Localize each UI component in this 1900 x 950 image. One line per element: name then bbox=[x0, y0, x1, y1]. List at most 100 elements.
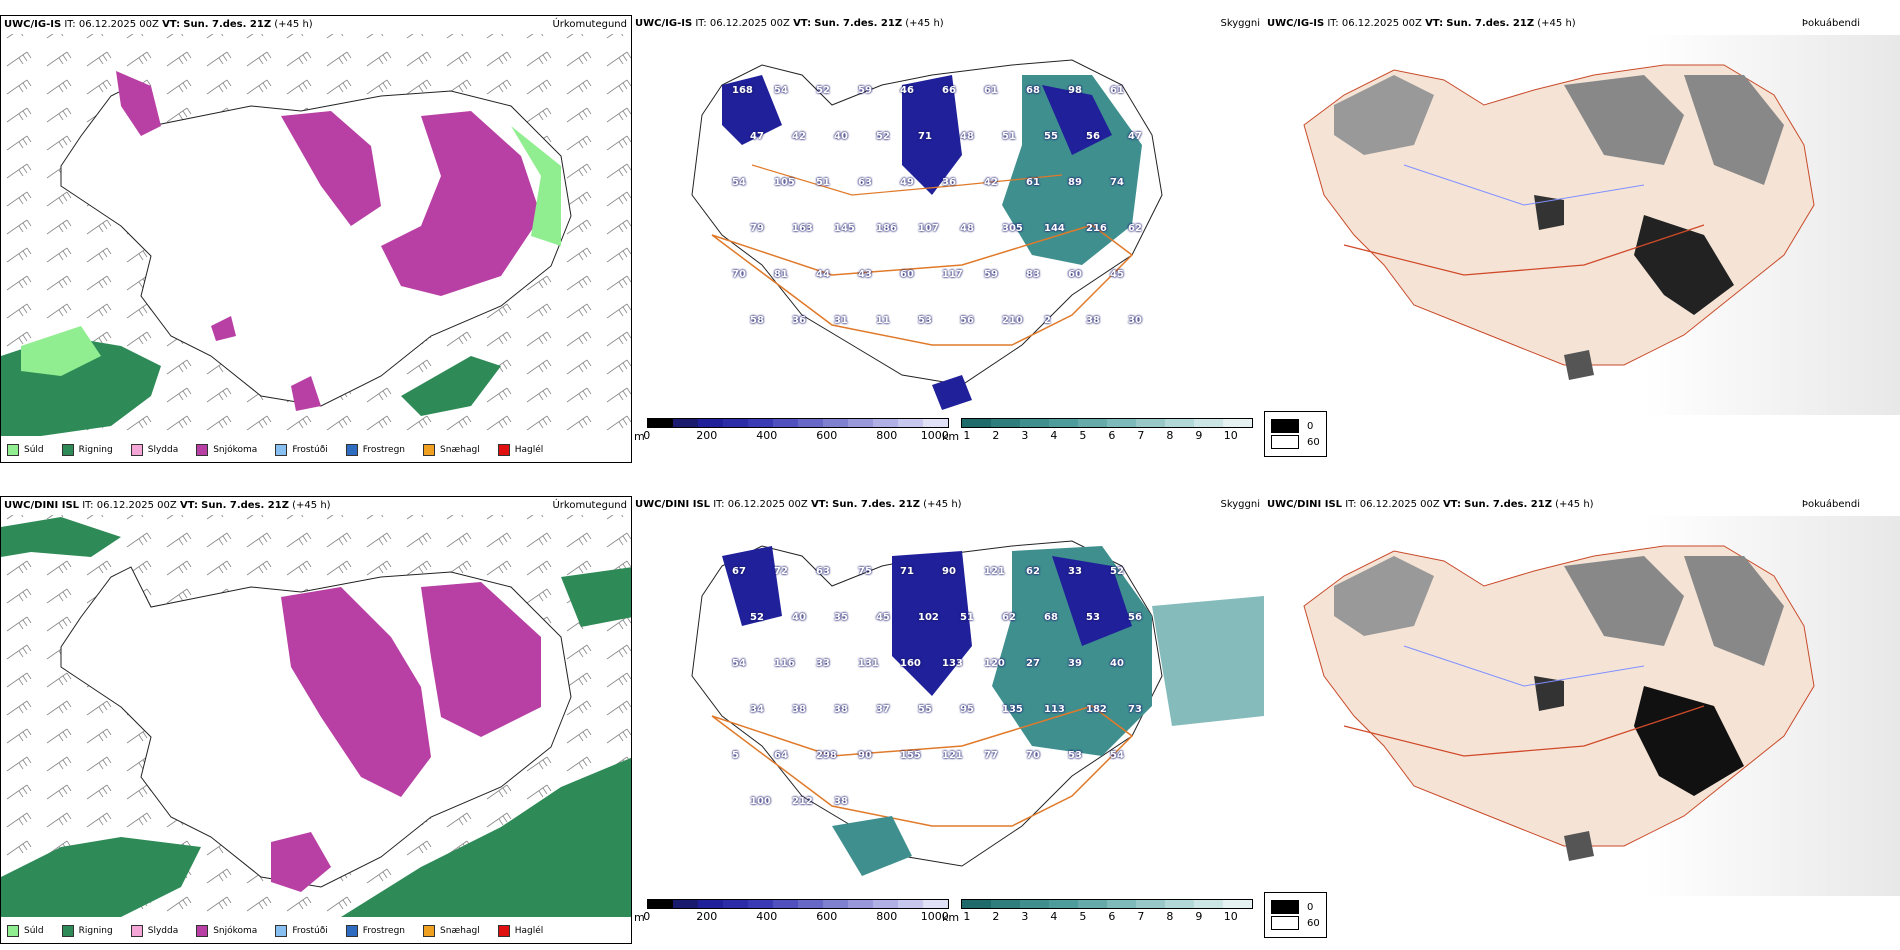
precip-map bbox=[1, 515, 631, 917]
precip-legend: Súld Rigning Slydda Snjókoma Frostúði Fr… bbox=[7, 925, 543, 937]
cbar-km-seg bbox=[1078, 419, 1108, 427]
panel-type: Úrkomutegund bbox=[552, 500, 627, 511]
cbar-km-seg bbox=[1223, 419, 1253, 427]
cbar-m-seg bbox=[872, 419, 898, 427]
cbar-km-tick: 5 bbox=[1079, 910, 1087, 923]
panel-title: UWC/IG-IS IT: 06.12.2025 00Z VT: Sun. 7.… bbox=[4, 19, 313, 30]
cbar-m-seg bbox=[672, 419, 698, 427]
legend-swatch-haglel bbox=[497, 444, 510, 456]
cbar-km-seg bbox=[1223, 900, 1253, 908]
fog-legend-swatch bbox=[1271, 900, 1299, 914]
fog-legend: 0 60 bbox=[1264, 892, 1327, 938]
cbar-m-seg bbox=[822, 419, 848, 427]
cbar-m-tick: 800 bbox=[876, 910, 898, 923]
cbar-km-tick: 3 bbox=[1021, 910, 1029, 923]
legend-item-slydda: Slydda bbox=[130, 444, 178, 456]
legend-swatch-snaehagl bbox=[423, 925, 436, 937]
cbar-km-seg bbox=[1136, 419, 1166, 427]
legend-swatch-haglel bbox=[497, 925, 510, 937]
cloud-panel-dini: UWC/DINI ISL IT: 06.12.2025 00Z VT: Sun.… bbox=[632, 496, 1264, 944]
cbar-unit-m: m bbox=[634, 911, 645, 924]
colorbar-m: m 0 200 400 600 800 1000 bbox=[634, 899, 949, 924]
cbar-m-seg bbox=[747, 419, 773, 427]
legend-swatch-frostudi bbox=[275, 925, 288, 937]
cbar-km-tick: 9 bbox=[1195, 910, 1203, 923]
fog-legend-swatch bbox=[1271, 419, 1299, 433]
cbar-m-seg bbox=[897, 419, 923, 427]
cloud-panel-igis: UWC/IG-IS IT: 06.12.2025 00Z VT: Sun. 7.… bbox=[632, 15, 1264, 463]
legend-item-snjokoma: Snjókoma bbox=[196, 444, 257, 456]
legend-swatch-slydda bbox=[130, 925, 143, 937]
legend-swatch-frostregn bbox=[345, 925, 358, 937]
cbar-m-tick: 1000 bbox=[920, 910, 949, 923]
cbar-m-seg bbox=[822, 900, 848, 908]
cbar-km-seg bbox=[1020, 900, 1050, 908]
cbar-m-tick: 1000 bbox=[920, 429, 949, 442]
legend-swatch-snjokoma bbox=[196, 925, 209, 937]
legend-item-snaehagl: Snæhagl bbox=[423, 444, 480, 456]
cbar-km-tick: 10 bbox=[1223, 429, 1238, 442]
cbar-km-seg bbox=[962, 900, 992, 908]
fog-legend-swatch bbox=[1271, 435, 1299, 449]
cbar-km-tick: 4 bbox=[1050, 910, 1058, 923]
cbar-km-seg bbox=[1165, 900, 1195, 908]
cbar-m-seg bbox=[672, 900, 698, 908]
fog-legend-item: 60 bbox=[1271, 916, 1320, 930]
legend-item-haglel: Haglél bbox=[497, 444, 543, 456]
legend-item-sild: Súld bbox=[7, 925, 44, 937]
cbar-km-seg bbox=[991, 900, 1021, 908]
cbar-m-seg bbox=[847, 900, 873, 908]
cbar-km-tick: 6 bbox=[1108, 429, 1116, 442]
cbar-km-seg bbox=[1136, 900, 1166, 908]
legend-item-rigning: Rigning bbox=[61, 925, 113, 937]
fog-panel-igis: UWC/IG-IS IT: 06.12.2025 00Z VT: Sun. 7.… bbox=[1264, 15, 1900, 463]
legend-item-slydda: Slydda bbox=[130, 925, 178, 937]
panel-title: UWC/DINI ISL IT: 06.12.2025 00Z VT: Sun.… bbox=[1267, 499, 1594, 510]
cbar-unit-m: m bbox=[634, 430, 645, 443]
cbar-km-tick: 1 bbox=[963, 910, 971, 923]
cbar-km-tick: 2 bbox=[992, 429, 1000, 442]
cbar-m-seg bbox=[747, 900, 773, 908]
legend-item-snaehagl: Snæhagl bbox=[423, 925, 480, 937]
panel-title: UWC/DINI ISL IT: 06.12.2025 00Z VT: Sun.… bbox=[635, 499, 962, 510]
cbar-m-seg bbox=[872, 900, 898, 908]
cbar-km-seg bbox=[1049, 419, 1079, 427]
panel-title: UWC/DINI ISL IT: 06.12.2025 00Z VT: Sun.… bbox=[4, 500, 331, 511]
colorbar-m: m 0 200 400 600 800 1000 bbox=[634, 418, 949, 443]
panel-title: UWC/IG-IS IT: 06.12.2025 00Z VT: Sun. 7.… bbox=[635, 18, 944, 29]
cbar-km-seg bbox=[1078, 900, 1108, 908]
colorbar-km: km 1 2 3 4 5 6 7 8 9 10 bbox=[942, 418, 1254, 443]
cbar-m-tick: 800 bbox=[876, 429, 898, 442]
cbar-m-seg bbox=[897, 900, 923, 908]
legend-item-frostregn: Frostregn bbox=[345, 444, 405, 456]
legend-swatch-snjokoma bbox=[196, 444, 209, 456]
cbar-km-tick: 9 bbox=[1195, 429, 1203, 442]
fog-legend: 0 60 bbox=[1264, 411, 1327, 457]
cbar-km-seg bbox=[1165, 419, 1195, 427]
cbar-m-seg bbox=[847, 419, 873, 427]
precip-map bbox=[1, 34, 631, 436]
fog-legend-item: 60 bbox=[1271, 435, 1320, 449]
cbar-km-tick: 8 bbox=[1166, 910, 1174, 923]
cbar-m-tick: 0 bbox=[643, 910, 651, 923]
precip-panel-igis: UWC/IG-IS IT: 06.12.2025 00Z VT: Sun. 7.… bbox=[0, 15, 632, 463]
fog-panel-dini: UWC/DINI ISL IT: 06.12.2025 00Z VT: Sun.… bbox=[1264, 496, 1900, 944]
cbar-m-tick: 600 bbox=[816, 429, 838, 442]
fog-legend-swatch bbox=[1271, 916, 1299, 930]
panel-title: UWC/IG-IS IT: 06.12.2025 00Z VT: Sun. 7.… bbox=[1267, 18, 1576, 29]
panel-type: Skyggni bbox=[1220, 499, 1260, 510]
colorbar-km: km 1 2 3 4 5 6 7 8 9 10 bbox=[942, 899, 1254, 924]
cbar-m-seg bbox=[772, 900, 798, 908]
panel-type: Þokuábendi bbox=[1801, 499, 1860, 510]
cbar-km-tick: 4 bbox=[1050, 429, 1058, 442]
cbar-km-tick: 10 bbox=[1223, 910, 1238, 923]
cbar-km-seg bbox=[1107, 419, 1137, 427]
cloud-map bbox=[691, 540, 1264, 876]
cbar-m-tick: 200 bbox=[696, 429, 718, 442]
cbar-km-tick: 7 bbox=[1137, 910, 1145, 923]
cbar-m-seg bbox=[647, 419, 673, 427]
cbar-km-seg bbox=[1049, 900, 1079, 908]
cbar-m-seg bbox=[722, 419, 748, 427]
cbar-m-seg bbox=[797, 419, 823, 427]
fog-legend-item: 0 bbox=[1271, 419, 1320, 433]
